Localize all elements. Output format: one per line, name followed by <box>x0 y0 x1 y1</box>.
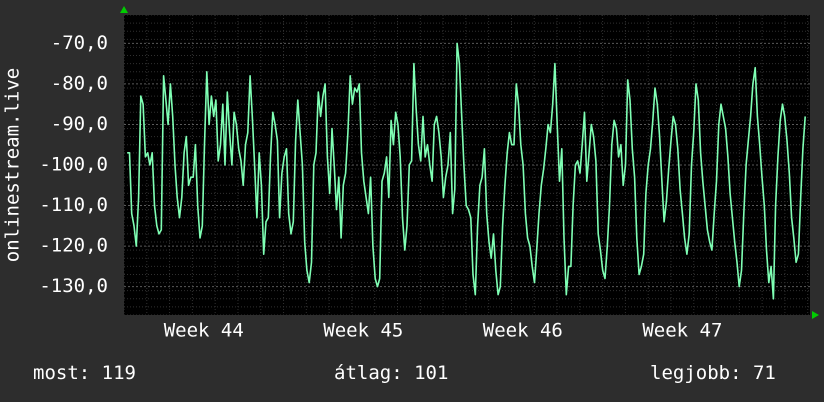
y-tick-label: -70,0 <box>51 32 108 54</box>
y-tick-label: -100,0 <box>39 154 108 176</box>
y-tick-label: -130,0 <box>39 275 108 297</box>
y-tick-label: -90,0 <box>51 113 108 135</box>
x-axis-ticks: Week 44 Week 45 Week 46 Week 47 <box>164 320 723 342</box>
best-value: legjobb: 71 <box>650 362 776 384</box>
x-axis-arrow <box>812 311 819 319</box>
y-axis-arrow <box>120 6 128 13</box>
plot-area <box>124 15 810 315</box>
grid <box>123 14 810 316</box>
y-tick-label: -110,0 <box>39 194 108 216</box>
y-tick-label: -120,0 <box>39 235 108 257</box>
series-line <box>127 42 806 300</box>
current-value: most: 119 <box>33 362 136 384</box>
y-axis-ticks: -70,0 -80,0 -90,0 -100,0 -110,0 -120,0 -130,0 <box>39 32 108 297</box>
x-tick-label: Week 46 <box>483 320 563 342</box>
y-axis-label: onlinestream.live <box>2 68 24 262</box>
average-value: átlag: 101 <box>334 362 449 384</box>
x-tick-label: Week 44 <box>164 320 244 342</box>
axis-arrows <box>120 6 819 319</box>
x-tick-label: Week 47 <box>642 320 722 342</box>
y-tick-label: -80,0 <box>51 72 108 94</box>
x-tick-label: Week 45 <box>323 320 403 342</box>
